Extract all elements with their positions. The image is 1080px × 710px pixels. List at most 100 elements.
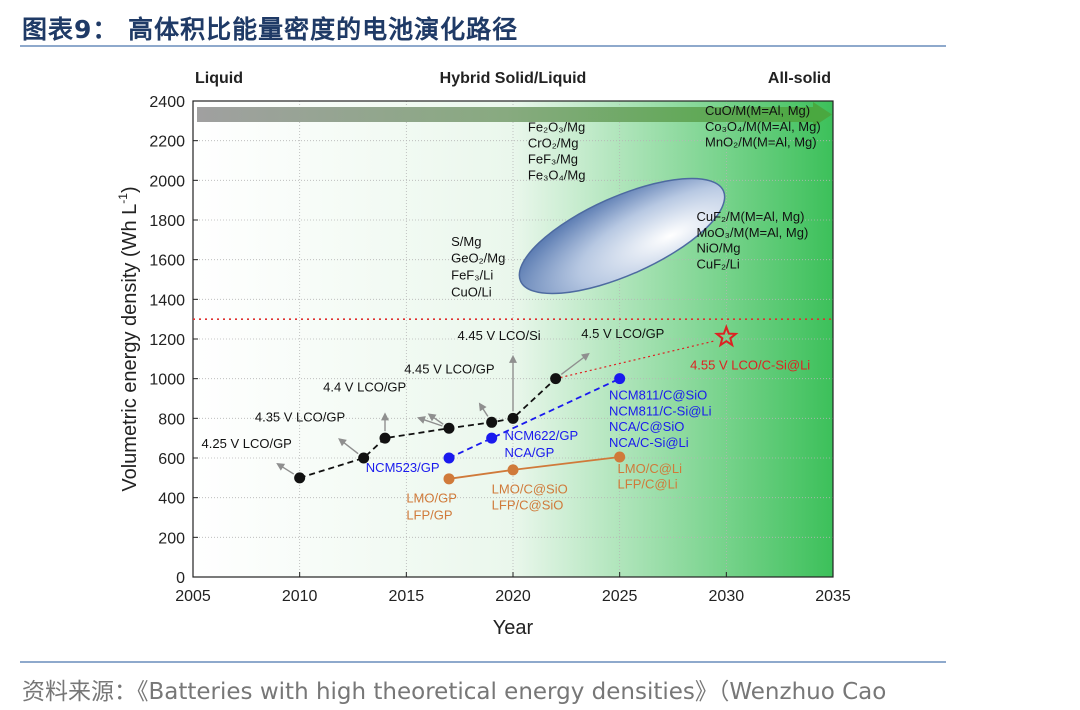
x-tick-label: 2020 [495,588,531,605]
annotation-a33: MoO₃/M(M=Al, Mg) [696,225,808,240]
series-line-blue [448,377,621,459]
figure-title: 图表9： 高体积比能量密度的电池演化路径 [22,15,519,44]
annotation-arrow-line [280,465,295,475]
data-point-orange [443,473,455,485]
y-tick-label: 2000 [149,173,185,190]
annotation-a17: LFP/C@SiO [492,498,564,513]
annotation-arrow-head [381,412,389,421]
annotation-a29: CuO/M(M=Al, Mg) [705,103,810,118]
data-point-blue [614,373,626,385]
y-tick-label: 1800 [149,213,185,230]
annotation-a8: NCM622/GP [504,428,578,443]
y-tick-label: 1400 [149,292,185,309]
data-point-black [486,416,498,428]
annotation-a35: CuF₂/Li [696,257,739,272]
data-point-black [379,432,391,444]
y-tick-label: 1600 [149,253,185,270]
x-axis-label: Year [493,617,534,639]
x-tick-label: 2035 [815,588,851,605]
annotations: 4.25 V LCO/GP 4.35 V LCO/GP 4.4 V LCO/GP 4.… [202,103,821,523]
y-tick-label: 400 [158,491,185,508]
data-point-black [294,472,306,484]
energy-density-chart: Liquid Hybrid Solid/Liquid All-solid 200… [116,70,851,639]
source-rule [20,661,946,663]
y-tick-label: 1000 [149,372,185,389]
annotation-a34: NiO/Mg [696,241,740,256]
annotation-arrows [276,352,590,475]
y-axis-label-sup: -1 [116,193,130,204]
annotation-a6: 4.5 V LCO/GP [581,326,664,341]
annotation-a4: 4.45 V LCO/GP [404,362,494,377]
y-tick-label: 2200 [149,134,185,151]
annotation-a21: S/Mg [451,234,481,249]
annotation-a2: 4.35 V LCO/GP [255,409,345,424]
data-point-black [507,412,519,424]
y-tick-label: 2400 [149,94,185,111]
x-tick-label: 2005 [175,588,211,605]
annotation-a5: 4.45 V LCO/Si [458,328,541,343]
data-point-black [358,452,370,464]
annotation-a3: 4.4 V LCO/GP [323,380,406,395]
era-label-liquid: Liquid [195,70,243,87]
annotation-arrow-head [581,352,590,361]
grid-lines [193,101,833,577]
annotation-a26: CrO₂/Mg [528,136,579,151]
era-label-all-solid: All-solid [768,70,831,87]
annotation-a9: NCA/GP [504,445,554,460]
data-points [294,324,739,485]
star-link-line [555,340,715,380]
annotation-a20: 4.55 V LCO/C-Si@Li [690,358,810,373]
data-point-blue [486,432,498,444]
y-tick-label: 1200 [149,332,185,349]
annotation-a10: NCM811/C@SiO [609,387,707,402]
conversion-chemistry-ellipse [518,177,726,295]
data-point-black [443,422,455,434]
annotation-arrow-head [417,416,426,424]
annotation-a31: MnO₂/M(M=Al, Mg) [705,135,817,150]
y-axis-label-close: ) [119,186,141,193]
annotation-a22: GeO₂/Mg [451,251,505,266]
title-rule [20,45,946,47]
annotation-a11: NCM811/C-Si@Li [609,403,712,418]
annotation-a32: CuF₂/M(M=Al, Mg) [696,209,804,224]
data-point-black [550,373,562,385]
annotation-arrow-head [427,413,437,422]
star-marker [714,324,739,348]
era-arrow-head [813,102,832,127]
era-arrow-shaft [197,107,813,122]
annotation-a19: LFP/C@Li [618,477,678,492]
annotation-a7: NCM523/GP [366,460,440,475]
data-point-orange [507,464,519,476]
y-tick-label: 200 [158,530,185,547]
y-tick-label: 800 [158,411,185,428]
annotation-a25: Fe₂O₃/Mg [528,120,585,135]
annotation-a1: 4.25 V LCO/GP [202,436,292,451]
y-tick-label: 0 [176,570,185,587]
annotation-a12: NCA/C@SiO [609,419,684,434]
annotation-a14: LMO/GP [406,491,457,506]
annotation-arrow-head [276,462,286,471]
annotation-a13: NCA/C-Si@Li [609,435,689,450]
x-tick-label: 2030 [709,588,745,605]
annotation-arrow-line [422,418,443,427]
data-point-orange [614,451,626,463]
annotation-arrow-head [338,438,347,447]
axis-ticks: 2005 2010 2015 2020 2025 2030 2035 0 200 400 600 80… [149,94,850,605]
era-label-hybrid: Hybrid Solid/Liquid [440,70,587,87]
annotation-arrow-line [560,355,586,376]
annotation-a27: FeF₃/Mg [528,151,578,166]
y-tick-label: 600 [158,451,185,468]
annotation-arrow-line [432,416,444,425]
y-axis-label-main: Volumetric energy density (Wh L [119,204,141,492]
annotation-a23: FeF₃/Li [451,268,493,283]
annotation-a28: Fe₃O₄/Mg [528,167,586,182]
annotation-a15: LFP/GP [406,507,452,522]
annotation-a30: Co₃O₄/M(M=Al, Mg) [705,119,821,134]
x-tick-label: 2025 [602,588,638,605]
annotation-a18: LMO/C@Li [618,461,683,476]
annotation-arrow-head [478,402,487,412]
source-note: 资料来源：《Batteries with high theoretical en… [22,679,887,705]
annotation-a16: LMO/C@SiO [492,482,568,497]
x-tick-label: 2010 [282,588,318,605]
annotation-arrow-line [342,441,359,455]
